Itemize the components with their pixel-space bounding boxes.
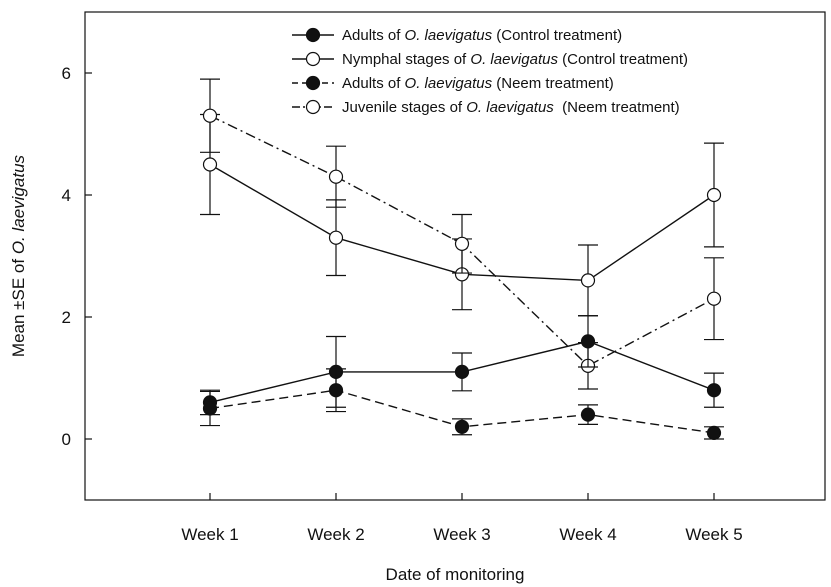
y-axis: 0 2 4 6 bbox=[62, 64, 92, 449]
data-point bbox=[580, 334, 596, 349]
y-tick-label: 2 bbox=[62, 308, 71, 327]
y-axis-title: Mean ±SE of O. laevigatus bbox=[9, 154, 28, 357]
legend-label: Nymphal stages of O. laevigatus (Control… bbox=[342, 51, 688, 68]
y-axis-title-species: O. laevigatus bbox=[9, 154, 28, 254]
legend-marker bbox=[305, 27, 321, 43]
data-point bbox=[706, 291, 722, 306]
data-point bbox=[328, 230, 344, 245]
x-tick-label: Week 2 bbox=[307, 525, 364, 544]
x-axis: Week 1 Week 2 Week 3 Week 4 Week 5 bbox=[181, 493, 743, 544]
data-point bbox=[202, 401, 218, 416]
series-3 bbox=[200, 368, 724, 440]
x-tick-label: Week 3 bbox=[433, 525, 490, 544]
data-point bbox=[454, 364, 470, 379]
data-point bbox=[580, 407, 596, 422]
legend-item: Adults of O. laevigatus (Neem treatment) bbox=[292, 75, 614, 92]
y-axis-title-prefix: Mean ±SE of bbox=[9, 254, 28, 357]
data-point bbox=[706, 383, 722, 398]
legend-marker bbox=[305, 99, 321, 115]
x-tick-label: Week 4 bbox=[559, 525, 616, 544]
y-tick-label: 0 bbox=[62, 430, 71, 449]
legend-label: Juvenile stages of O. laevigatus (Neem t… bbox=[342, 99, 680, 116]
legend-item: Adults of O. laevigatus (Control treatme… bbox=[292, 27, 622, 44]
series-4 bbox=[200, 78, 724, 390]
plot-frame bbox=[84, 11, 826, 501]
data-point bbox=[706, 425, 722, 440]
data-point bbox=[454, 419, 470, 434]
y-tick-label: 4 bbox=[62, 186, 71, 205]
series-layer bbox=[200, 78, 724, 440]
x-tick-label: Week 5 bbox=[685, 525, 742, 544]
y-tick-label: 6 bbox=[62, 64, 71, 83]
series-1 bbox=[200, 315, 724, 416]
data-point bbox=[328, 383, 344, 398]
legend-marker bbox=[305, 51, 321, 67]
legend-label: Adults of O. laevigatus (Control treatme… bbox=[342, 27, 622, 44]
data-point bbox=[454, 236, 470, 251]
x-tick-label: Week 1 bbox=[181, 525, 238, 544]
legend-marker bbox=[305, 75, 321, 91]
data-point bbox=[580, 273, 596, 288]
legend-label: Adults of O. laevigatus (Neem treatment) bbox=[342, 75, 614, 92]
x-axis-title: Date of monitoring bbox=[386, 565, 525, 584]
data-point bbox=[328, 169, 344, 184]
legend-item: Nymphal stages of O. laevigatus (Control… bbox=[292, 51, 688, 68]
data-point bbox=[706, 187, 722, 203]
data-point bbox=[202, 108, 218, 123]
legend-item: Juvenile stages of O. laevigatus (Neem t… bbox=[292, 99, 680, 116]
data-point bbox=[202, 157, 218, 172]
legend: Adults of O. laevigatus (Control treatme… bbox=[292, 27, 688, 116]
